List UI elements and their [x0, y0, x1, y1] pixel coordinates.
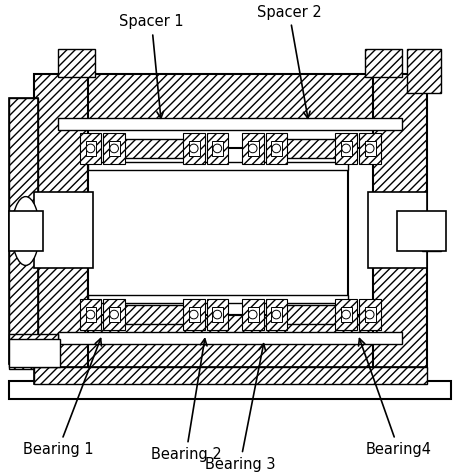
Bar [212, 307, 223, 322]
Bar [58, 332, 402, 344]
Text: Bearing4: Bearing4 [358, 338, 432, 457]
Bar [422, 216, 441, 251]
Bar [34, 367, 427, 384]
Bar [58, 49, 95, 77]
Bar [80, 299, 101, 330]
Bar [109, 307, 120, 322]
Bar [207, 299, 228, 330]
Circle shape [213, 144, 222, 153]
Circle shape [342, 310, 350, 319]
Bar [272, 307, 282, 322]
Bar [103, 299, 125, 330]
Bar [265, 299, 287, 330]
Bar [365, 49, 402, 77]
Bar [9, 382, 451, 399]
Bar [183, 299, 205, 330]
Bar [207, 133, 228, 164]
Bar [278, 138, 344, 158]
Bar [58, 118, 402, 130]
Bar [365, 141, 375, 156]
Circle shape [365, 144, 374, 153]
Bar [407, 49, 441, 93]
Circle shape [110, 310, 118, 319]
Bar [242, 133, 264, 164]
Bar [58, 74, 402, 123]
Bar [86, 141, 96, 156]
Bar [335, 133, 357, 164]
Bar [34, 191, 92, 268]
Circle shape [342, 144, 350, 153]
Bar [278, 305, 344, 324]
Bar [9, 211, 43, 251]
Circle shape [272, 144, 281, 153]
Circle shape [248, 144, 257, 153]
Text: Spacer 2: Spacer 2 [257, 5, 321, 118]
Bar [265, 133, 287, 164]
Bar [341, 307, 352, 322]
Circle shape [190, 310, 198, 319]
Bar [341, 141, 352, 156]
Bar [9, 98, 38, 364]
Bar [368, 191, 427, 268]
Bar [9, 98, 38, 364]
Bar [359, 299, 381, 330]
Bar [365, 307, 375, 322]
Circle shape [248, 310, 257, 319]
Circle shape [365, 310, 374, 319]
Bar [88, 165, 348, 301]
Bar [242, 299, 264, 330]
Bar [58, 315, 402, 369]
Bar [116, 305, 192, 324]
Bar [272, 141, 282, 156]
Bar [183, 133, 205, 164]
Bar [80, 133, 101, 164]
Ellipse shape [12, 197, 39, 265]
Bar [189, 307, 200, 322]
Bar [335, 299, 357, 330]
Bar [34, 367, 427, 384]
Bar [397, 211, 447, 251]
Text: Bearing 2: Bearing 2 [151, 339, 221, 462]
Bar [189, 141, 200, 156]
Bar [88, 295, 348, 303]
Circle shape [272, 310, 281, 319]
Bar [359, 133, 381, 164]
Bar [9, 339, 60, 367]
Bar [248, 141, 259, 156]
Circle shape [190, 144, 198, 153]
Text: Spacer 1: Spacer 1 [119, 15, 184, 118]
Bar [103, 133, 125, 164]
Bar [86, 307, 96, 322]
Circle shape [213, 310, 222, 319]
Bar [212, 141, 223, 156]
Bar [9, 334, 58, 369]
Bar [248, 307, 259, 322]
Circle shape [86, 144, 95, 153]
Text: Bearing 3: Bearing 3 [205, 344, 275, 472]
Circle shape [110, 144, 118, 153]
Bar [88, 162, 348, 170]
Bar [373, 74, 427, 369]
Bar [109, 141, 120, 156]
Bar [116, 138, 192, 158]
Text: Bearing 1: Bearing 1 [23, 338, 101, 457]
Bar [34, 74, 88, 369]
Circle shape [86, 310, 95, 319]
